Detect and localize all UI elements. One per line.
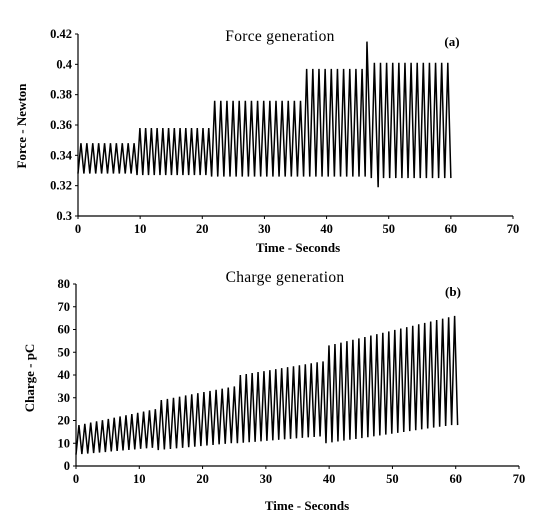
force-chart-title: Force generation xyxy=(225,28,334,45)
charge-chart-title: Charge generation xyxy=(226,269,345,286)
charge-y-tick-label: 20 xyxy=(58,414,71,428)
force-chart: 0.3 0.32 0.34 0.36 0.38 0.4 0.42 0 10 20 30 40 50 60… xyxy=(14,27,519,255)
charge-x-tick-label: 20 xyxy=(196,472,209,486)
force-x-tick-labels: 0 10 20 30 40 50 60 70 xyxy=(75,216,519,236)
force-x-tick-label: 70 xyxy=(507,222,520,236)
force-x-tick-label: 50 xyxy=(382,222,395,236)
force-y-tick-label: 0.3 xyxy=(56,209,72,223)
charge-y-tick-label: 70 xyxy=(58,300,71,314)
charge-y-tick-label: 60 xyxy=(58,323,71,337)
charge-y-tick-label: 80 xyxy=(58,277,71,291)
force-y-tick-label: 0.4 xyxy=(56,57,72,71)
charge-y-tick-label: 30 xyxy=(58,391,71,405)
charge-x-tick-label: 60 xyxy=(449,472,462,486)
force-x-tick-label: 40 xyxy=(320,222,333,236)
charge-y-axis-title: Charge - pC xyxy=(22,344,37,413)
force-y-tick-label: 0.38 xyxy=(50,88,72,102)
charge-y-tick-label: 10 xyxy=(58,436,71,450)
force-series-line xyxy=(77,41,452,188)
charge-x-tick-label: 10 xyxy=(133,472,146,486)
force-y-tick-label: 0.34 xyxy=(50,148,73,162)
charge-series-line xyxy=(75,315,459,455)
charge-y-tick-label: 50 xyxy=(58,345,71,359)
charge-x-axis-title: Time - Seconds xyxy=(265,498,349,513)
force-y-tick-label: 0.32 xyxy=(50,179,72,193)
force-y-axis-title: Force - Newton xyxy=(14,83,29,169)
charge-x-tick-label: 30 xyxy=(260,472,273,486)
force-x-axis-title: Time - Seconds xyxy=(256,240,340,255)
force-x-tick-label: 10 xyxy=(134,222,147,236)
force-x-tick-label: 0 xyxy=(75,222,81,236)
charge-x-tick-label: 70 xyxy=(513,472,526,486)
charge-x-tick-labels: 0 10 20 30 40 50 60 70 xyxy=(73,466,525,486)
charge-y-tick-label: 0 xyxy=(64,459,70,473)
charge-y-tick-label: 40 xyxy=(58,368,71,382)
force-x-tick-label: 60 xyxy=(445,222,458,236)
force-x-tick-label: 20 xyxy=(196,222,209,236)
charge-y-tick-labels: 0 10 20 30 40 50 60 70 80 xyxy=(58,277,76,473)
charge-x-tick-label: 50 xyxy=(386,472,399,486)
force-panel-label: (a) xyxy=(444,34,459,49)
force-y-tick-labels: 0.3 0.32 0.34 0.36 0.38 0.4 0.42 xyxy=(50,27,78,223)
force-y-tick-label: 0.36 xyxy=(50,118,72,132)
charge-panel-label: (b) xyxy=(445,284,461,299)
force-x-tick-label: 30 xyxy=(258,222,271,236)
charge-x-tick-label: 40 xyxy=(323,472,336,486)
charge-chart: 0 10 20 30 40 50 60 70 80 0 10 20 30 40 50 60 70 Charge… xyxy=(22,269,525,513)
charge-x-tick-label: 0 xyxy=(73,472,79,486)
force-y-tick-label: 0.42 xyxy=(50,27,72,41)
